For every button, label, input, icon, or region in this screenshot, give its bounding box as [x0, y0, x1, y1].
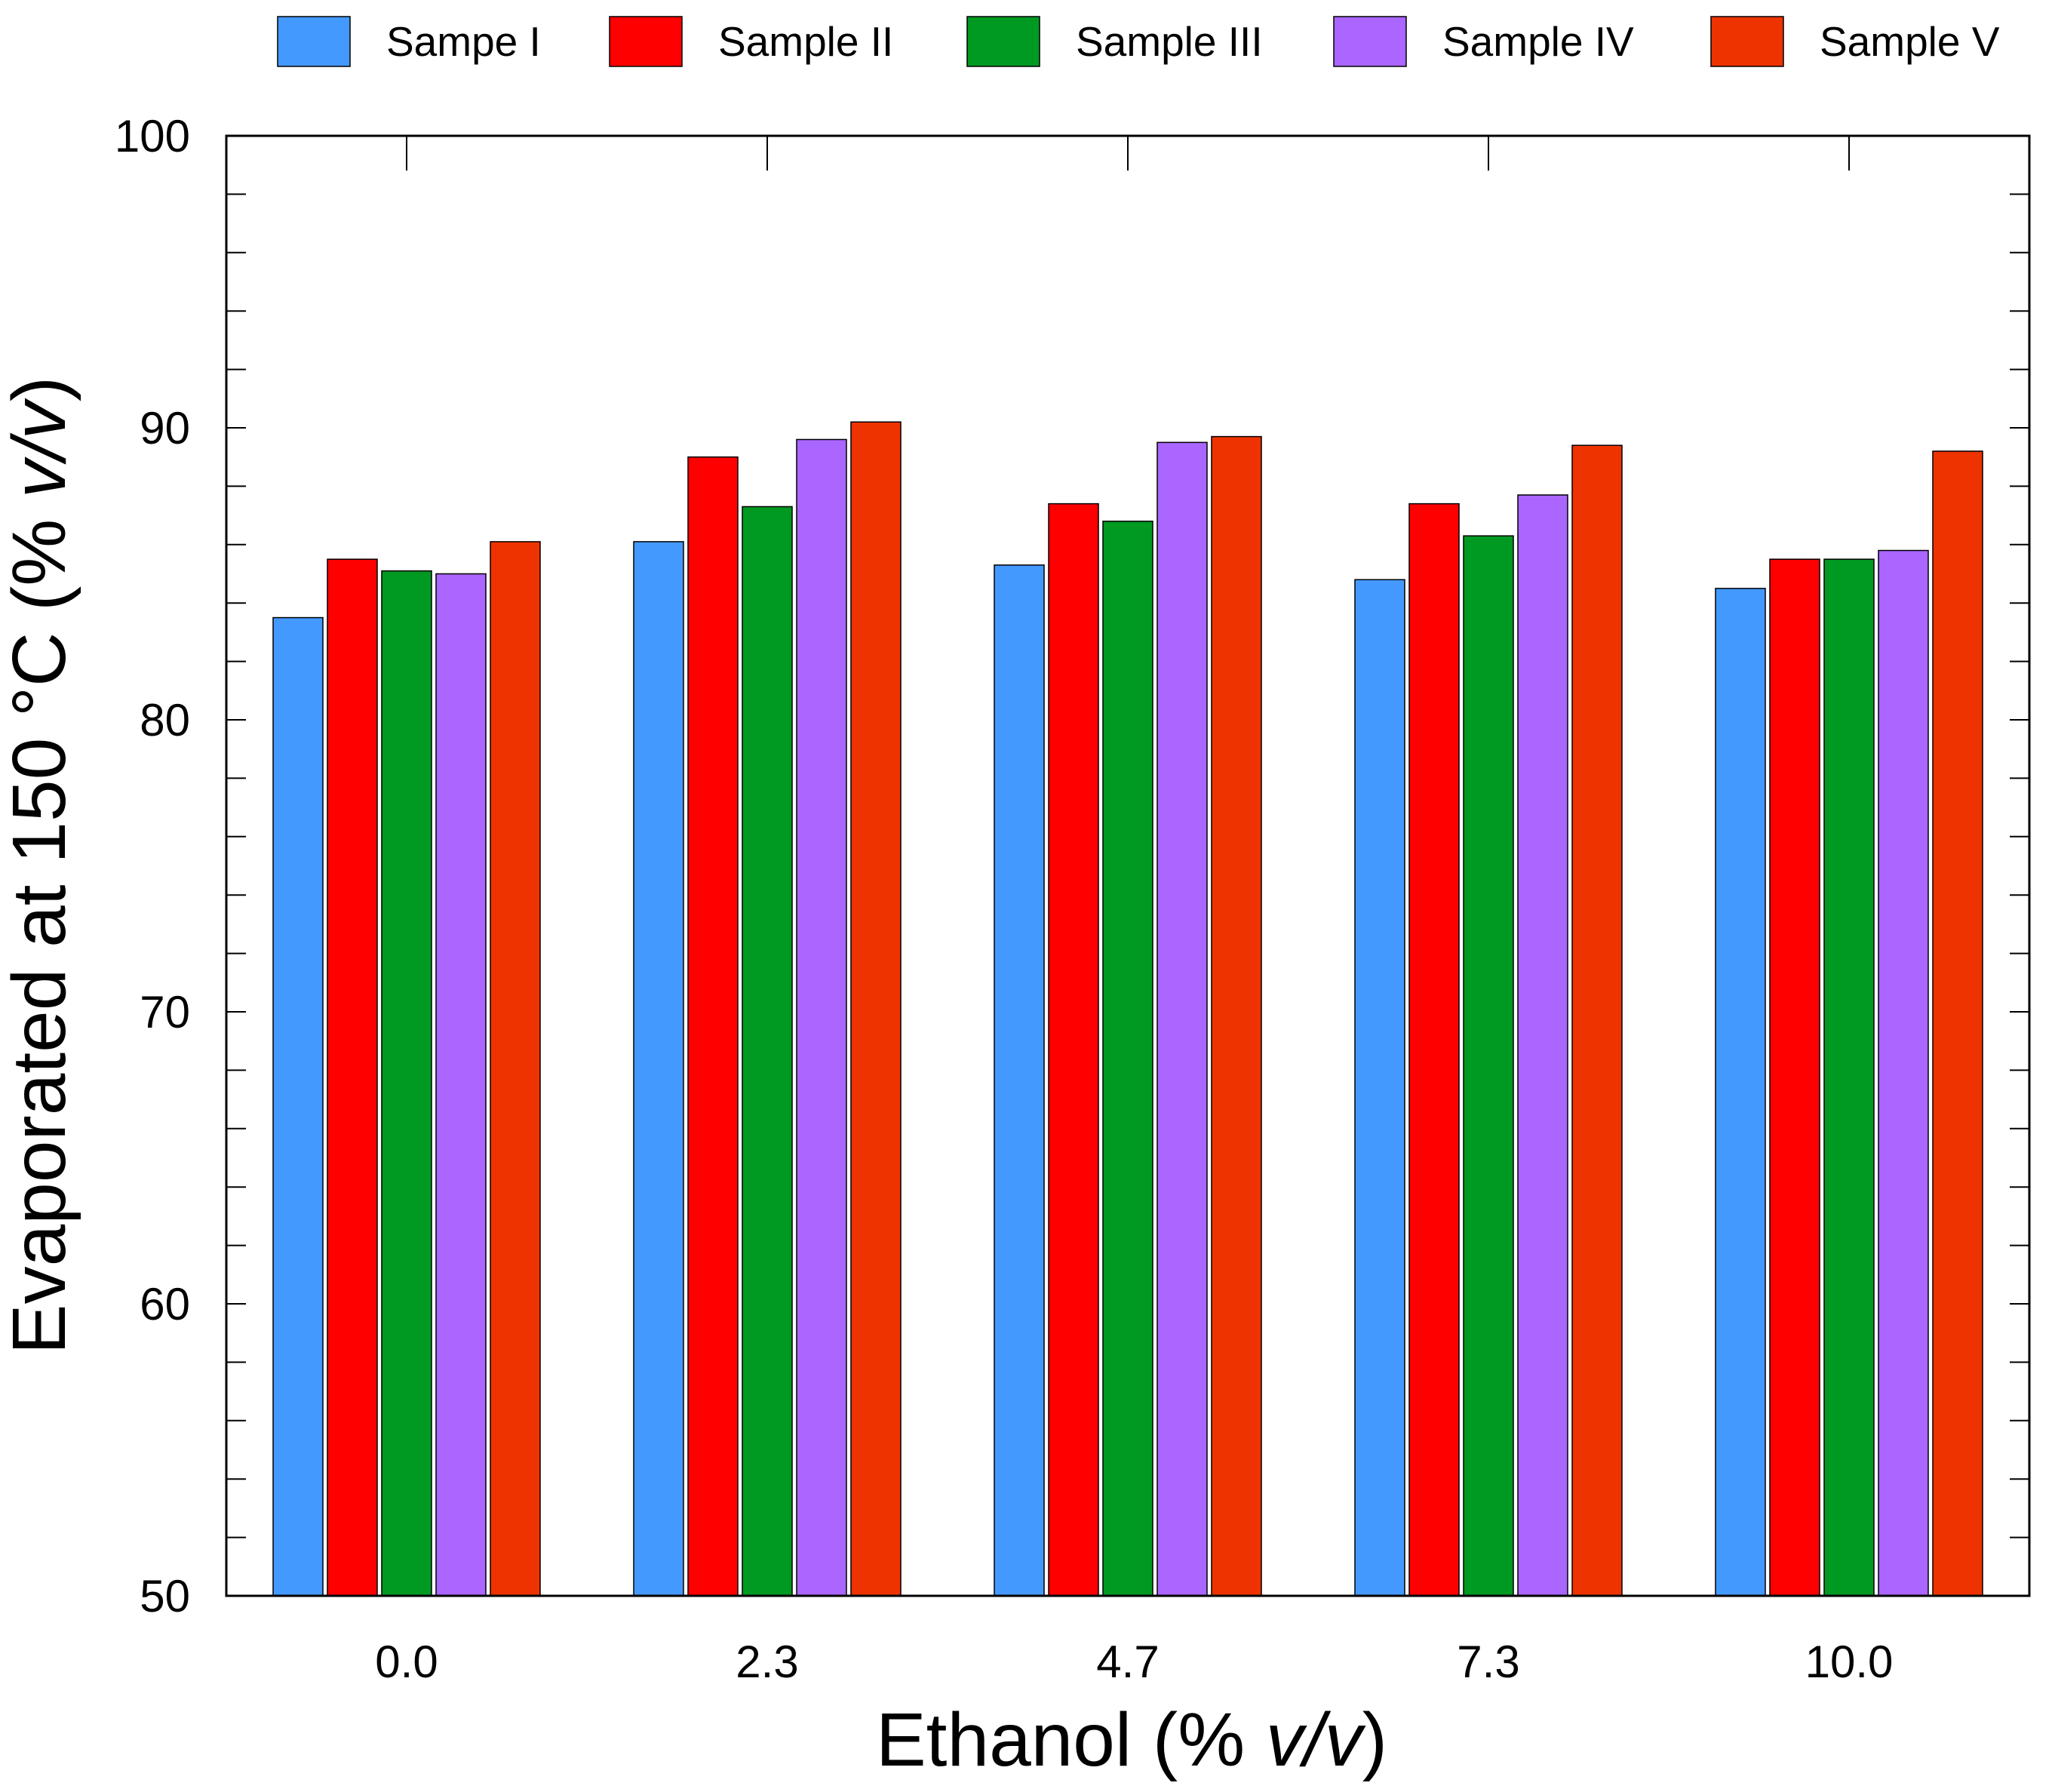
legend-swatch: [1333, 16, 1407, 67]
bar-sample-ii-10.0: [1769, 558, 1820, 1597]
bar-sample-iv-2.3: [796, 438, 847, 1597]
legend-label: Sample III: [1076, 18, 1263, 65]
bar-sample-ii-0.0: [327, 558, 378, 1597]
y-tick-label: 50: [140, 1571, 190, 1621]
x-tick-label: 4.7: [1096, 1637, 1159, 1687]
bar-sample-v-7.3: [1571, 444, 1623, 1597]
x-tick-label: 0.0: [375, 1637, 438, 1687]
y-tick-label: 90: [140, 403, 190, 453]
bar-sample-iii-7.3: [1463, 535, 1514, 1597]
x-tick-label: 7.3: [1457, 1637, 1519, 1687]
y-tick-label: 70: [140, 987, 190, 1037]
bar-sample-ii-2.3: [687, 456, 739, 1597]
bars: [272, 421, 1983, 1597]
bar-sample-iii-10.0: [1823, 558, 1875, 1597]
x-tick-label: 2.3: [736, 1637, 798, 1687]
y-tick-label: 100: [115, 111, 190, 161]
plot-frame: [225, 134, 2031, 1597]
y-axis: 50 60 70 80 90 100: [115, 111, 2029, 1621]
y-axis-title: Evaporated at 150 °C (% v/v): [0, 377, 81, 1354]
legend-label: Sample IV: [1442, 18, 1634, 65]
x-tick-label: 10.0: [1805, 1637, 1894, 1687]
legend: Sampe I Sample II Sample III Sample IV Sampl…: [277, 16, 2000, 67]
x-axis: 0.0 2.3 4.7 7.3 10.0: [375, 136, 1893, 1687]
bar-sample-v-0.0: [490, 541, 541, 1597]
legend-swatch: [277, 16, 351, 67]
bar-sample-ii-4.7: [1048, 503, 1099, 1597]
legend-swatch: [1710, 16, 1784, 67]
bar-sample-v-10.0: [1932, 450, 1983, 1597]
bar-sampe-i-0.0: [272, 616, 324, 1597]
y-tick-label: 80: [140, 695, 190, 745]
bar-sample-v-2.3: [850, 421, 902, 1597]
legend-label: Sampe I: [386, 18, 541, 65]
bar-sampe-i-2.3: [633, 541, 684, 1597]
legend-swatch: [609, 16, 683, 67]
bar-sample-iv-0.0: [435, 573, 487, 1597]
legend-swatch: [966, 16, 1040, 67]
bar-sample-ii-7.3: [1408, 503, 1460, 1597]
legend-label: Sample II: [718, 18, 893, 65]
y-tick-label: 60: [140, 1279, 190, 1329]
bar-sampe-i-4.7: [994, 564, 1045, 1597]
bar-sample-iv-10.0: [1878, 549, 1929, 1597]
bar-sample-v-4.7: [1211, 435, 1262, 1597]
bar-sample-iv-7.3: [1517, 494, 1568, 1597]
bar-sample-iii-4.7: [1102, 521, 1153, 1597]
bar-sample-iii-0.0: [381, 570, 432, 1597]
bar-sampe-i-7.3: [1354, 579, 1405, 1597]
bar-sample-iv-4.7: [1157, 441, 1208, 1597]
x-axis-title: Ethanol (% v/v): [876, 1698, 1387, 1782]
bar-sample-iii-2.3: [742, 506, 793, 1597]
bar-sampe-i-10.0: [1715, 588, 1766, 1597]
legend-label: Sample V: [1820, 18, 2000, 65]
